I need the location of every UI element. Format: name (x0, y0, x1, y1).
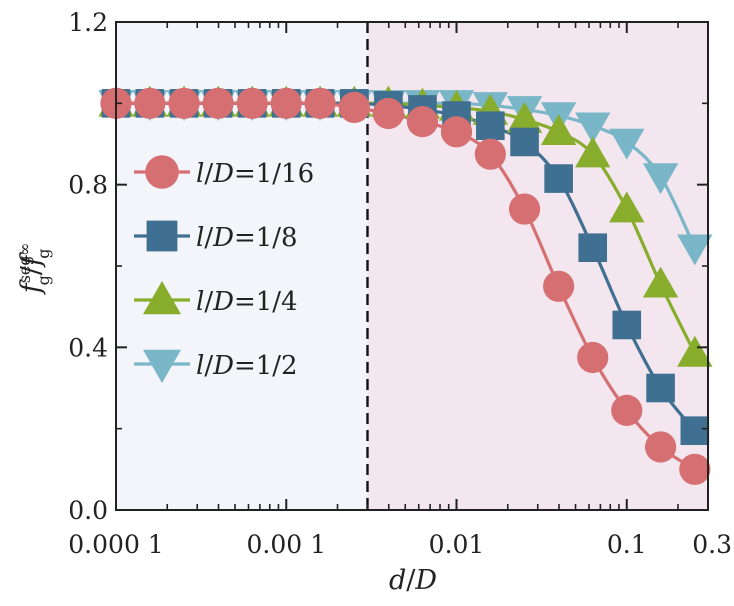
y-tick-labels: 0.0 0.4 0.8 1.2 (68, 8, 108, 525)
data-point (168, 87, 200, 119)
data-point (677, 234, 713, 266)
data-point (134, 87, 166, 119)
legend-label: l/D=1/4 (196, 287, 298, 317)
data-point (202, 87, 234, 119)
data-point (642, 163, 679, 195)
data-point (575, 136, 611, 168)
data-point (578, 233, 608, 262)
x-tick-label: 0.00 1 (246, 530, 326, 559)
data-point (680, 416, 710, 445)
data-point (609, 191, 645, 223)
legend-label: l/D=1/16 (196, 159, 314, 189)
data-point (575, 112, 611, 144)
x-axis-label: d/D (389, 565, 437, 596)
data-point (644, 431, 677, 463)
data-point (642, 266, 679, 298)
data-point (338, 91, 370, 123)
x-tick-labels: 0.000 1 0.00 1 0.01 0.1 0.3 (68, 530, 732, 559)
x-tick-label: 0.3 (692, 530, 732, 559)
data-point (677, 335, 713, 367)
data-point (406, 106, 439, 138)
legend: l/D=1/16 l/D=1/8 l/D=1/4 l/D=1/2 (134, 155, 314, 384)
data-point (304, 87, 336, 119)
y-tick-label: 0.4 (68, 333, 108, 362)
y-axis-label: fsegg/f∞g (15, 243, 53, 296)
y-tick-label: 0.0 (68, 496, 108, 525)
data-point (440, 116, 473, 148)
y-tick-label: 0.8 (68, 171, 108, 200)
svg-text:fsegg/f∞g: fsegg/f∞g (15, 243, 53, 296)
legend-marker (142, 349, 182, 384)
data-point (577, 341, 609, 374)
data-point (270, 87, 302, 119)
legend-marker (142, 280, 182, 315)
data-point (540, 114, 577, 146)
legend-label: l/D=1/8 (196, 223, 298, 253)
data-point (510, 127, 539, 157)
x-tick-label: 0.1 (607, 530, 647, 559)
data-point (646, 373, 675, 403)
legend-item-3: l/D=1/2 (134, 349, 298, 384)
series-markers-0 (100, 87, 711, 485)
data-point (543, 270, 575, 302)
series-markers (98, 85, 713, 485)
x-tick-label: 0.01 (429, 530, 485, 559)
data-point (508, 193, 541, 225)
data-point (612, 310, 642, 340)
legend-item-1: l/D=1/8 (134, 220, 298, 253)
legend-marker (145, 155, 179, 189)
legend-item-0: l/D=1/16 (134, 155, 314, 189)
data-point (679, 453, 711, 485)
data-point (611, 394, 643, 426)
data-point (476, 111, 505, 140)
x-tick-label: 0.000 1 (68, 530, 163, 559)
data-point (474, 138, 506, 170)
data-point (544, 164, 573, 193)
data-point (236, 87, 268, 119)
data-point (372, 97, 404, 130)
axes (115, 21, 709, 511)
legend-marker (146, 220, 178, 252)
data-point (609, 128, 645, 160)
data-point (506, 101, 543, 133)
legend-label: l/D=1/2 (196, 351, 298, 381)
y-tick-label: 1.2 (68, 8, 108, 37)
legend-item-2: l/D=1/4 (134, 280, 298, 317)
